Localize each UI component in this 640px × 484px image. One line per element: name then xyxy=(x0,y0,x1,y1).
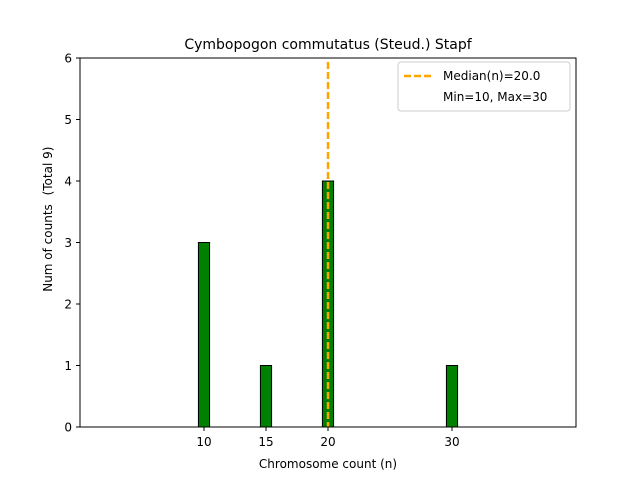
y-tick-label: 1 xyxy=(64,359,72,373)
x-tick-label: 30 xyxy=(444,435,459,449)
bar-n-30 xyxy=(445,365,459,428)
legend-min-max-label: Min=10, Max=30 xyxy=(443,90,547,104)
y-tick-label: 4 xyxy=(64,175,72,189)
y-tick-label: 5 xyxy=(64,113,72,127)
legend: Median(n)=20.0 Min=10, Max=30 xyxy=(397,61,571,112)
y-tick-label: 6 xyxy=(64,52,72,66)
y-axis-ticks: 0 1 2 3 4 5 6 xyxy=(64,52,80,435)
y-tick-label: 2 xyxy=(64,298,72,312)
y-axis-label-group: Num of counts (Total 9) xyxy=(41,147,55,292)
chart-title: Cymbopogon commutatus (Steud.) Stapf xyxy=(184,37,472,53)
legend-median-label: Median(n)=20.0 xyxy=(443,69,540,83)
legend-box xyxy=(397,61,571,112)
bar-n-10 xyxy=(197,242,211,428)
x-axis-label: Chromosome count (n) xyxy=(259,457,397,471)
x-tick-label: 15 xyxy=(258,435,273,449)
y-tick-label: 3 xyxy=(64,236,72,250)
y-axis-total-label: (Total 9) xyxy=(41,147,55,196)
y-tick-label: 0 xyxy=(64,421,72,435)
x-tick-label: 10 xyxy=(196,435,211,449)
x-tick-label: 20 xyxy=(320,435,335,449)
x-axis-ticks: 10 15 20 30 xyxy=(196,427,460,449)
y-axis-label: Num of counts xyxy=(41,204,55,292)
bar-n-15 xyxy=(259,365,273,428)
